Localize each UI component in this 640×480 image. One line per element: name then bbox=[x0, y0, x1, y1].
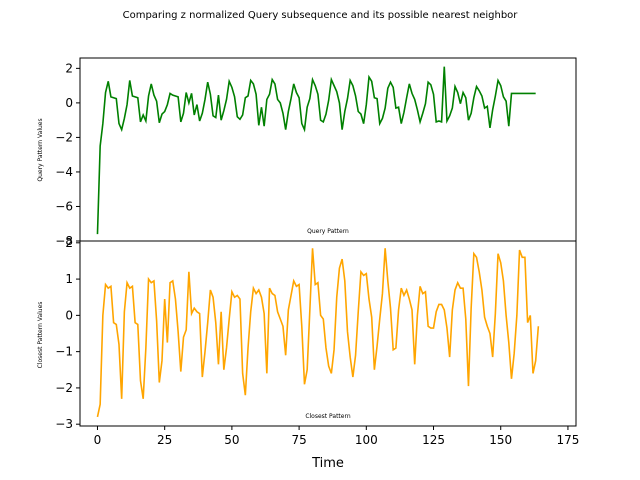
x-tick: 175 bbox=[556, 426, 579, 447]
x-tick-label: 0 bbox=[94, 433, 102, 447]
closest-panel: −3 −2 −1 0 1 2 0 25 50 75 100 125 150 175 Closest Pa… bbox=[37, 236, 579, 471]
query-panel-title: Query Pattern bbox=[307, 228, 349, 235]
closest-y-tick: −3 bbox=[55, 417, 80, 431]
closest-panel-title: Closest Pattern bbox=[305, 413, 351, 420]
closest-y-tick-label: −2 bbox=[55, 381, 73, 395]
closest-x-ticks: 0 25 50 75 100 125 150 175 bbox=[94, 426, 579, 447]
x-tick: 50 bbox=[224, 426, 240, 447]
closest-y-ticks: −3 −2 −1 0 1 2 bbox=[55, 236, 80, 431]
query-y-tick: −8 bbox=[55, 234, 80, 248]
closest-y-tick-label: 2 bbox=[65, 236, 73, 250]
closest-y-tick: 2 bbox=[65, 236, 80, 250]
x-tick-label: 50 bbox=[224, 433, 239, 447]
closest-y-tick: −1 bbox=[55, 345, 80, 359]
query-y-tick-label: −4 bbox=[55, 165, 73, 179]
query-y-tick-label: 0 bbox=[65, 96, 73, 110]
query-y-tick: −4 bbox=[55, 165, 80, 179]
closest-y-tick: −2 bbox=[55, 381, 80, 395]
query-y-tick: −6 bbox=[55, 199, 80, 213]
query-y-tick: 2 bbox=[65, 61, 80, 75]
x-tick-label: 125 bbox=[422, 433, 445, 447]
figure-title: Comparing z normalized Query subsequence… bbox=[123, 10, 519, 21]
query-y-tick-label: 2 bbox=[65, 61, 73, 75]
query-plot-frame bbox=[79, 57, 577, 242]
x-tick-label: 175 bbox=[556, 433, 579, 447]
x-tick-label: 100 bbox=[355, 433, 378, 447]
query-y-tick-label: −6 bbox=[55, 199, 73, 213]
query-y-tick: −2 bbox=[55, 130, 80, 144]
closest-y-tick-label: 1 bbox=[65, 272, 73, 286]
closest-y-tick-label: 0 bbox=[65, 308, 73, 322]
query-y-label: Query Pattern Values bbox=[37, 118, 44, 181]
query-series-line bbox=[96, 66, 536, 235]
closest-plot-frame bbox=[79, 240, 577, 427]
query-panel: −8 −6 −4 −2 0 2 Query Pattern Query Pattern V… bbox=[37, 57, 577, 248]
query-y-tick-label: −2 bbox=[55, 130, 73, 144]
x-tick-label: 25 bbox=[157, 433, 172, 447]
closest-series-line bbox=[96, 248, 540, 418]
closest-y-tick: 1 bbox=[65, 272, 80, 286]
query-y-tick-label: −8 bbox=[55, 234, 73, 248]
closest-y-label: Closest Pattern Values bbox=[37, 302, 44, 369]
x-tick: 0 bbox=[94, 426, 102, 447]
x-axis-label: Time bbox=[311, 456, 344, 471]
closest-y-tick: 0 bbox=[65, 308, 80, 322]
x-tick: 100 bbox=[355, 426, 378, 447]
query-y-ticks: −8 −6 −4 −2 0 2 bbox=[55, 61, 80, 248]
closest-y-tick-label: −3 bbox=[55, 417, 73, 431]
x-tick-label: 150 bbox=[489, 433, 512, 447]
x-tick: 25 bbox=[157, 426, 172, 447]
x-tick: 125 bbox=[422, 426, 445, 447]
x-tick-label: 75 bbox=[291, 433, 306, 447]
x-tick: 150 bbox=[489, 426, 512, 447]
closest-y-tick-label: −1 bbox=[55, 345, 73, 359]
query-y-tick: 0 bbox=[65, 96, 80, 110]
x-tick: 75 bbox=[291, 426, 307, 447]
